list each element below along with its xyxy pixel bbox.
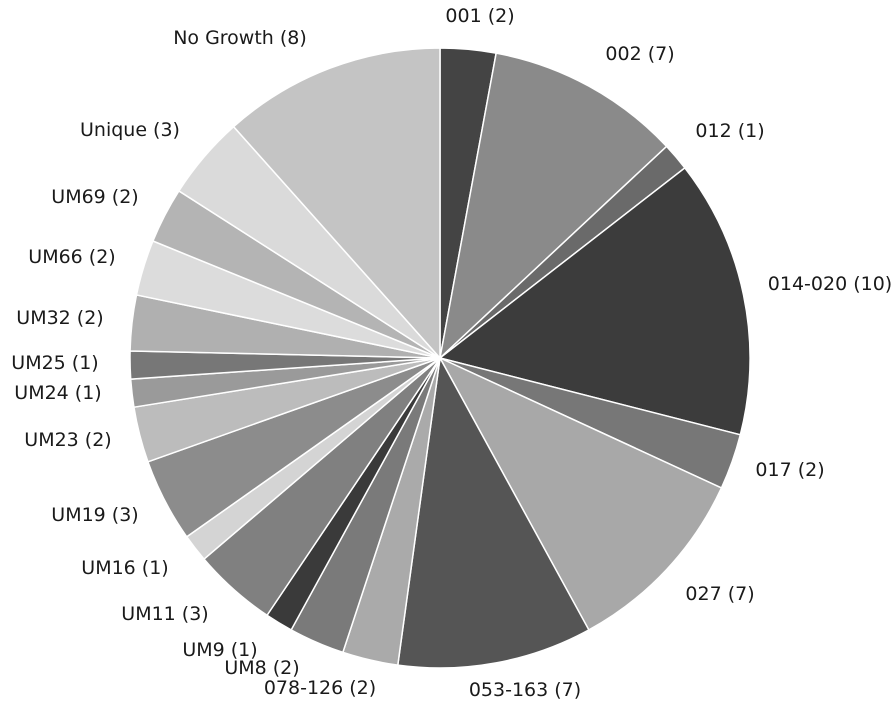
pie-label-078-126-2: 078-126 (2) (264, 677, 376, 699)
pie-label-002-7: 002 (7) (605, 43, 674, 65)
pie-slice-027-7 (438, 356, 723, 631)
pie-slices (129, 47, 751, 669)
pie-slice-no-growth-8 (232, 47, 441, 360)
pie-label-um11-3: UM11 (3) (121, 603, 208, 625)
pie-label-001-2: 001 (2) (445, 5, 514, 27)
pie-label-014-020-10: 014-020 (10) (768, 273, 892, 295)
pie-label-um16-1: UM16 (1) (81, 557, 168, 579)
pie-label-um32-2: UM32 (2) (16, 307, 103, 329)
pie-label-053-163-7: 053-163 (7) (469, 679, 581, 701)
pie-label-no-growth-8: No Growth (8) (173, 27, 307, 49)
pie-label-027-7: 027 (7) (685, 583, 754, 605)
pie-label-um23-2: UM23 (2) (24, 429, 111, 451)
pie-slice-002-7 (438, 52, 668, 361)
pie-label-017-2: 017 (2) (755, 459, 824, 481)
pie-label-um9-1: UM9 (1) (182, 639, 257, 661)
pie-label-um69-2: UM69 (2) (51, 186, 138, 208)
pie-labels: 001 (2) 002 (7) 012 (1) 014-020 (10) 017 (2)… (11, 5, 892, 701)
pie-slice-053-163-7 (396, 355, 590, 669)
pie-label-012-1: 012 (1) (695, 120, 764, 142)
pie-label-unique-3: Unique (3) (80, 119, 180, 141)
pie-label-um8-2: UM8 (2) (224, 657, 299, 679)
pie-slice-014-020-10 (438, 166, 751, 436)
pie-label-um19-3: UM19 (3) (51, 504, 138, 526)
pie-label-um66-2: UM66 (2) (28, 246, 115, 268)
pie-label-um25-1: UM25 (1) (11, 352, 98, 374)
pie-label-um24-1: UM24 (1) (14, 382, 101, 404)
